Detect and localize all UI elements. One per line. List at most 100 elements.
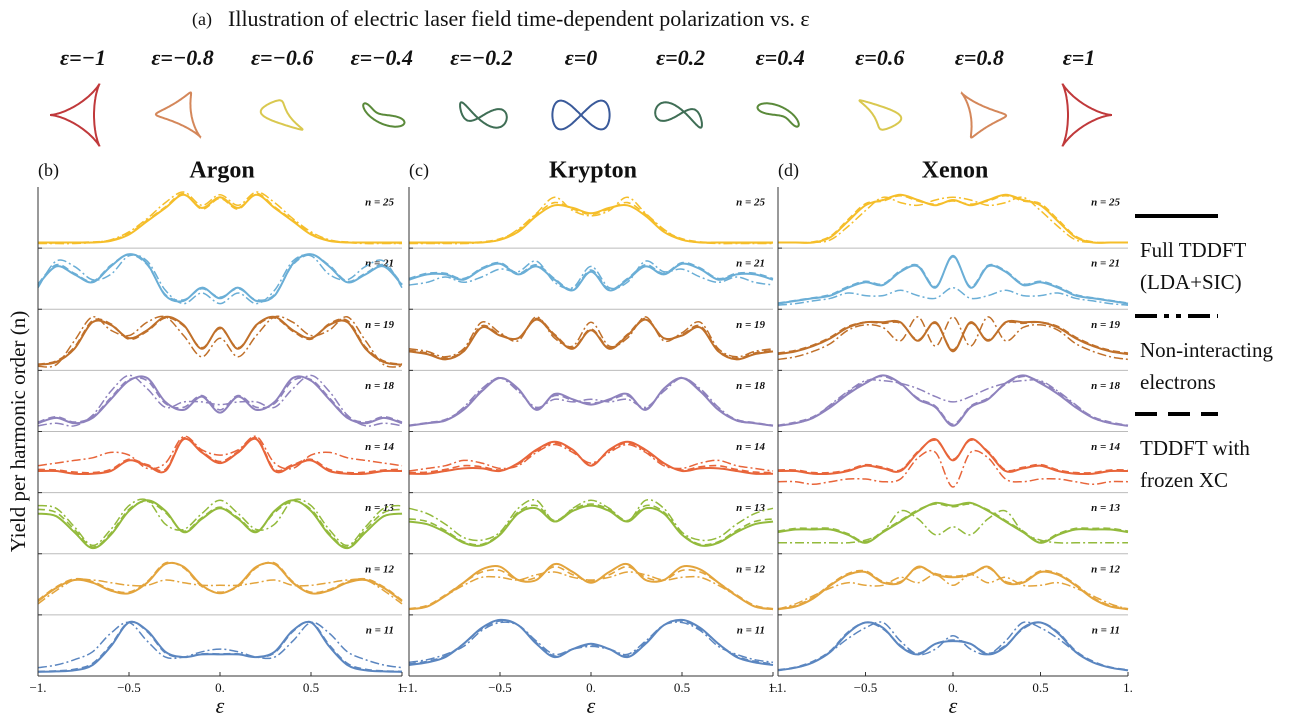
harmonic-yield-line bbox=[777, 286, 1129, 306]
harmonic-yield-line bbox=[37, 253, 403, 303]
harmonic-yield-line bbox=[37, 253, 403, 302]
harmonic-yield-line bbox=[37, 561, 403, 603]
polarization-icon bbox=[858, 99, 903, 131]
harmonic-yield-line bbox=[37, 315, 403, 368]
harmonic-yield-line bbox=[408, 562, 774, 611]
row-label: n = 11 bbox=[1092, 624, 1120, 636]
row-label: n = 14 bbox=[736, 441, 765, 453]
row-label: n = 13 bbox=[1091, 502, 1120, 514]
epsilon-label: ε=−0.2 bbox=[450, 45, 512, 70]
x-tick-label: 0. bbox=[215, 680, 225, 695]
panel-label: (c) bbox=[409, 160, 429, 181]
harmonic-yield-line bbox=[408, 443, 774, 472]
x-tick-label: 0.5 bbox=[1032, 680, 1048, 695]
epsilon-label: ε=−0.4 bbox=[351, 45, 413, 70]
harmonic-yield-line bbox=[37, 621, 403, 669]
harmonic-yield-line bbox=[408, 261, 774, 291]
polarization-icon bbox=[259, 99, 304, 131]
epsilon-label: ε=−0.6 bbox=[251, 45, 313, 70]
harmonic-yield-line bbox=[777, 255, 1129, 304]
polarization-icon bbox=[1061, 83, 1112, 147]
row-label: n = 18 bbox=[736, 380, 765, 392]
row-label: n = 12 bbox=[1091, 563, 1120, 575]
row-label: n = 21 bbox=[1091, 258, 1120, 270]
harmonic-yield-line bbox=[408, 618, 774, 666]
harmonic-yield-line bbox=[408, 260, 774, 290]
harmonic-yield-line bbox=[777, 375, 1129, 427]
panel-label: (b) bbox=[38, 160, 59, 181]
harmonic-yield-line bbox=[778, 509, 1128, 544]
polarization-icon bbox=[756, 102, 800, 128]
harmonic-yield-line bbox=[408, 317, 774, 360]
harmonic-yield-line bbox=[37, 376, 403, 423]
harmonic-yield-line bbox=[777, 439, 1129, 474]
x-tick-label: −1. bbox=[400, 680, 417, 695]
harmonic-yield-line bbox=[777, 565, 1129, 611]
harmonic-yield-line bbox=[777, 621, 1129, 672]
harmonic-yield-line bbox=[37, 192, 403, 244]
x-tick-label: −0.5 bbox=[854, 680, 878, 695]
harmonic-yield-line bbox=[37, 620, 403, 673]
harmonic-yield-line bbox=[37, 436, 403, 474]
legend-label: (LDA+SIC) bbox=[1140, 270, 1242, 294]
x-tick-label: 0.5 bbox=[303, 680, 319, 695]
legend-label: electrons bbox=[1140, 370, 1216, 394]
harmonic-yield-line bbox=[37, 620, 403, 673]
harmonic-yield-line bbox=[408, 442, 774, 474]
row-label: n = 12 bbox=[736, 563, 765, 575]
harmonic-yield-line bbox=[37, 254, 403, 305]
x-tick-label: 0. bbox=[586, 680, 596, 695]
harmonic-yield-line bbox=[777, 449, 1129, 488]
row-label: n = 14 bbox=[1091, 441, 1120, 453]
y-axis-label: Yield per harmonic order (n) bbox=[6, 311, 30, 552]
panel-title: Xenon bbox=[922, 158, 989, 184]
harmonic-yield-line bbox=[777, 566, 1129, 610]
harmonic-yield-line bbox=[777, 621, 1129, 672]
harmonic-yield-line bbox=[408, 499, 774, 542]
harmonic-yield-line bbox=[37, 500, 403, 548]
epsilon-label: ε=−0.8 bbox=[151, 45, 213, 70]
x-tick-label: −1. bbox=[769, 680, 786, 695]
harmonic-yield-line bbox=[37, 578, 403, 605]
x-tick-label: −1. bbox=[29, 680, 46, 695]
row-label: n = 19 bbox=[1091, 319, 1120, 331]
polarization-icon bbox=[654, 101, 703, 129]
x-tick-label: −0.5 bbox=[488, 680, 512, 695]
polarization-icon bbox=[960, 91, 1008, 139]
epsilon-label: ε=1 bbox=[1063, 45, 1096, 70]
x-axis-label: ε bbox=[587, 693, 596, 718]
harmonic-yield-line bbox=[777, 254, 1129, 305]
harmonic-yield-line bbox=[777, 194, 1129, 244]
harmonic-yield-line bbox=[408, 262, 774, 292]
harmonic-yield-line bbox=[37, 315, 403, 366]
row-label: n = 12 bbox=[365, 563, 394, 575]
harmonic-yield-line bbox=[37, 317, 403, 365]
x-tick-label: −0.5 bbox=[117, 680, 141, 695]
epsilon-label: ε=−1 bbox=[60, 45, 106, 70]
polarization-icon bbox=[459, 101, 508, 129]
row-label: n = 19 bbox=[365, 319, 394, 331]
legend-label: TDDFT with bbox=[1140, 436, 1250, 460]
harmonic-yield-line bbox=[37, 498, 403, 547]
harmonic-yield-line bbox=[778, 196, 1128, 244]
harmonic-yield-line bbox=[37, 499, 403, 550]
harmonic-yield-line bbox=[408, 621, 774, 664]
harmonic-yield-line bbox=[408, 440, 774, 475]
harmonic-yield-line bbox=[37, 561, 403, 601]
polarization-icon bbox=[551, 99, 611, 131]
harmonic-yield-line bbox=[777, 573, 1129, 610]
row-label: n = 13 bbox=[736, 502, 765, 514]
harmonic-yield-line bbox=[778, 193, 1128, 244]
epsilon-label: ε=0.6 bbox=[855, 45, 904, 70]
polarization-icon bbox=[154, 91, 202, 139]
harmonic-yield-line bbox=[777, 621, 1129, 671]
harmonic-yield-line bbox=[777, 316, 1129, 361]
x-tick-label: 1. bbox=[397, 680, 407, 695]
polarization-icon bbox=[50, 83, 101, 147]
harmonic-yield-line bbox=[777, 379, 1129, 427]
epsilon-label: ε=0 bbox=[565, 45, 598, 70]
x-tick-label: 0. bbox=[948, 680, 958, 695]
